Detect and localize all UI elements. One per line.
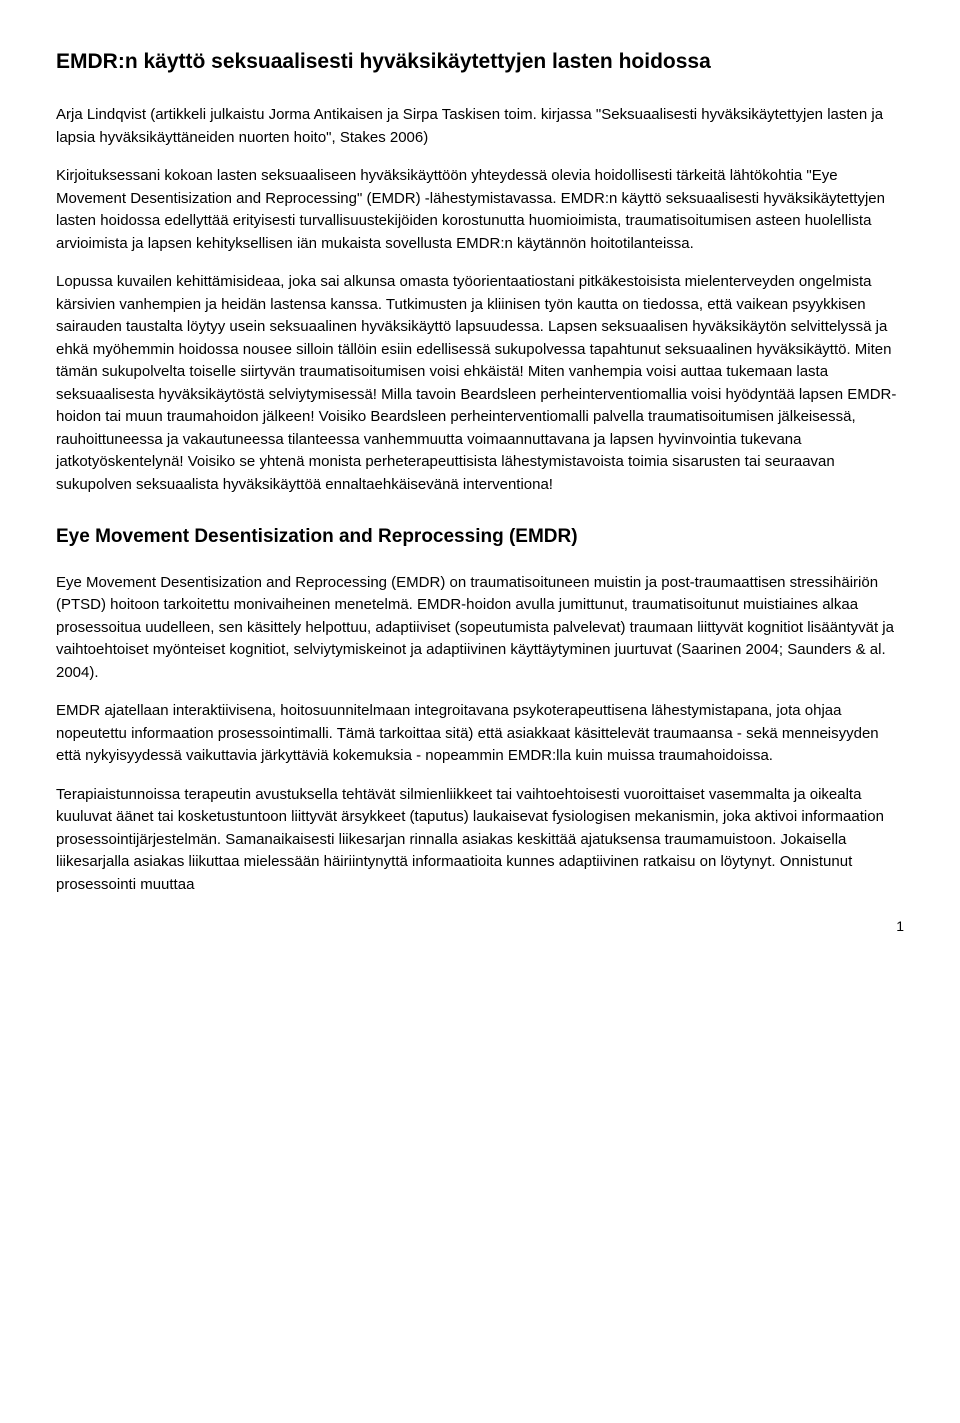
page-number: 1: [56, 916, 904, 937]
author-intro: Arja Lindqvist (artikkeli julkaistu Jorm…: [56, 104, 904, 149]
intro-paragraph-2: Lopussa kuvailen kehittämisideaa, joka s…: [56, 271, 904, 496]
intro-paragraph-1: Kirjoituksessani kokoan lasten seksuaali…: [56, 165, 904, 255]
section-paragraph-2: EMDR ajatellaan interaktiivisena, hoitos…: [56, 700, 904, 768]
page-title: EMDR:n käyttö seksuaalisesti hyväksikäyt…: [56, 48, 904, 76]
section-paragraph-3: Terapiaistunnoissa terapeutin avustuksel…: [56, 784, 904, 897]
author-line: Arja Lindqvist (artikkeli julkaistu Jorm…: [56, 106, 883, 146]
section-paragraph-1: Eye Movement Desentisization and Reproce…: [56, 572, 904, 685]
section-heading-emdr: Eye Movement Desentisization and Reproce…: [56, 524, 904, 550]
